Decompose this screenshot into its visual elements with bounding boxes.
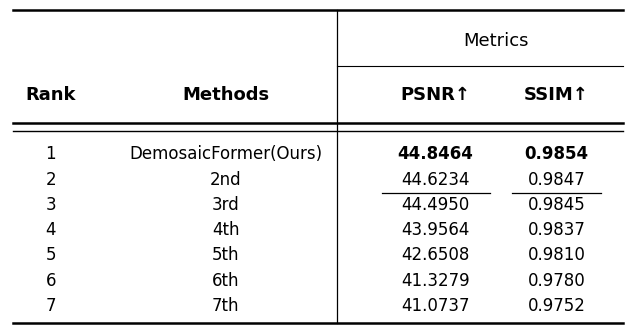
Text: Rank: Rank bbox=[25, 86, 76, 104]
Text: 6th: 6th bbox=[212, 272, 240, 290]
Text: DemosaicFormer(Ours): DemosaicFormer(Ours) bbox=[129, 145, 322, 163]
Text: 5: 5 bbox=[46, 246, 56, 264]
Text: 2: 2 bbox=[46, 171, 56, 189]
Text: 0.9810: 0.9810 bbox=[528, 246, 585, 264]
Text: 6: 6 bbox=[46, 272, 56, 290]
Text: 0.9847: 0.9847 bbox=[528, 171, 585, 189]
Text: 0.9854: 0.9854 bbox=[525, 145, 588, 163]
Text: 4th: 4th bbox=[212, 221, 240, 239]
Text: 43.9564: 43.9564 bbox=[401, 221, 470, 239]
Text: 5th: 5th bbox=[212, 246, 240, 264]
Text: 41.3279: 41.3279 bbox=[401, 272, 470, 290]
Text: 0.9780: 0.9780 bbox=[528, 272, 585, 290]
Text: 7th: 7th bbox=[212, 297, 240, 315]
Text: 0.9752: 0.9752 bbox=[528, 297, 585, 315]
Text: 3rd: 3rd bbox=[212, 196, 240, 214]
Text: 42.6508: 42.6508 bbox=[401, 246, 470, 264]
Text: PSNR↑: PSNR↑ bbox=[401, 86, 471, 104]
Text: Methods: Methods bbox=[183, 86, 269, 104]
Text: 3: 3 bbox=[46, 196, 56, 214]
Text: 1: 1 bbox=[46, 145, 56, 163]
Text: 2nd: 2nd bbox=[210, 171, 242, 189]
Text: 44.6234: 44.6234 bbox=[401, 171, 470, 189]
Text: 0.9845: 0.9845 bbox=[528, 196, 585, 214]
Text: SSIM↑: SSIM↑ bbox=[524, 86, 589, 104]
Text: Metrics: Metrics bbox=[464, 33, 529, 50]
Text: 41.0737: 41.0737 bbox=[401, 297, 470, 315]
Text: 0.9837: 0.9837 bbox=[528, 221, 585, 239]
Text: 44.4950: 44.4950 bbox=[401, 196, 470, 214]
Text: 7: 7 bbox=[46, 297, 56, 315]
Text: 4: 4 bbox=[46, 221, 56, 239]
Text: 44.8464: 44.8464 bbox=[398, 145, 474, 163]
